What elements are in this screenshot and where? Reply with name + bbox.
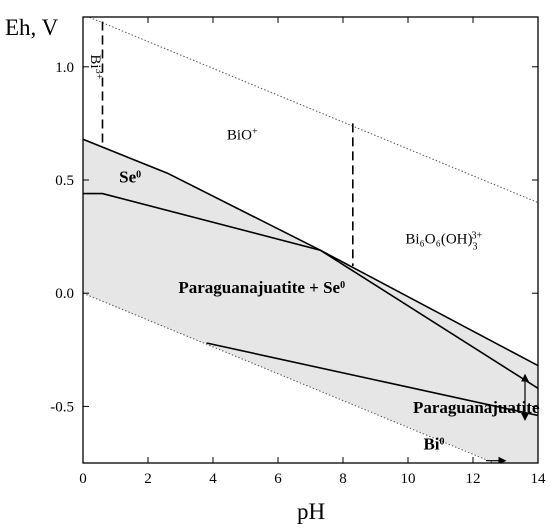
- x-tick-label: 2: [144, 471, 152, 487]
- solid-boundary-0: [83, 138, 538, 367]
- water-line-upper: [87, 17, 538, 204]
- x-tick-label: 4: [209, 471, 217, 487]
- region-label: Paraguanajuatite: [413, 398, 540, 417]
- y-tick-label: -0.5: [50, 399, 74, 415]
- x-axis: 0 2 4 6 8 10 12 14: [79, 17, 546, 487]
- y-tick-label: 1.0: [55, 60, 74, 76]
- y-tick-label: 0.5: [55, 173, 74, 189]
- region-label: Bi0: [423, 434, 444, 453]
- solid-boundary-2: [206, 342, 538, 417]
- region-label: BiO+: [227, 126, 258, 144]
- y-tick-label: 0.0: [55, 286, 74, 302]
- water-stability-lines: [83, 17, 538, 463]
- plot-frame: [82, 16, 539, 464]
- x-tick-label: 8: [339, 471, 347, 487]
- y-axis: -0.5 0.0 0.5 1.0: [50, 60, 538, 415]
- x-tick-label: 14: [531, 471, 547, 487]
- x-tick-label: 0: [79, 471, 87, 487]
- x-tick-label: 10: [401, 471, 416, 487]
- solid-boundary-1: [83, 192, 538, 389]
- region-label: Bi₆O₆(OH)33+: [405, 230, 482, 252]
- region-label: Paraguanajuatite + Se0: [178, 278, 345, 297]
- x-axis-title: pH: [297, 499, 325, 524]
- x-tick-label: 6: [274, 471, 282, 487]
- shaded-stability-region: [83, 139, 538, 463]
- water-line-lower: [83, 292, 496, 463]
- region-label: Se0: [119, 167, 141, 186]
- region-label: Bi3+: [87, 54, 105, 79]
- boundary-lines: [83, 21, 538, 463]
- region-labels: Bi3+ BiO+ Se0 Bi₆O₆(OH)33+ Paraguanajuatite …: [87, 54, 540, 453]
- x-tick-label: 12: [466, 471, 481, 487]
- y-axis-title: Eh, V: [5, 15, 59, 40]
